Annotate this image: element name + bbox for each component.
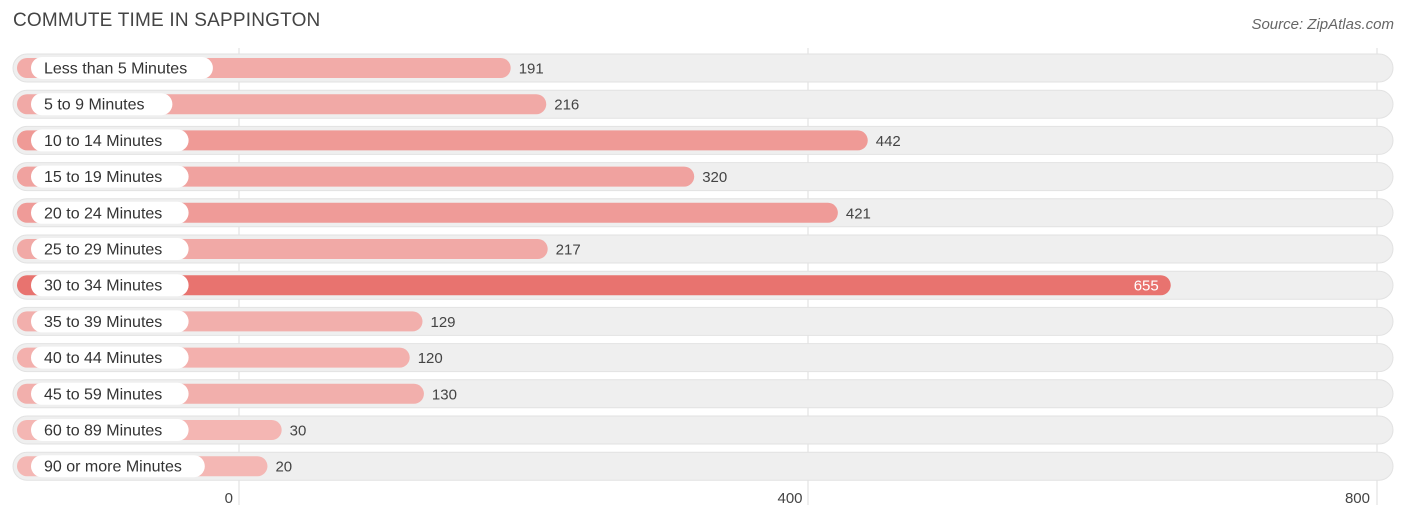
bar [17, 130, 868, 151]
category-label: 45 to 59 Minutes [44, 386, 162, 403]
category-label: 30 to 34 Minutes [44, 278, 162, 295]
value-label: 20 [275, 459, 292, 476]
value-label: 421 [846, 205, 871, 222]
category-label: 15 to 19 Minutes [44, 169, 162, 186]
chart-title: COMMUTE TIME IN SAPPINGTON [13, 10, 321, 31]
category-label: Less than 5 Minutes [44, 61, 187, 78]
category-pill [31, 129, 189, 152]
value-label: 120 [418, 350, 443, 367]
category-label: 5 to 9 Minutes [44, 97, 145, 114]
bar [17, 275, 1171, 296]
category-label: 25 to 29 Minutes [44, 242, 162, 259]
value-label: 320 [702, 169, 727, 186]
category-pill [31, 310, 189, 333]
category-pill [31, 274, 189, 297]
value-label: 216 [554, 97, 579, 114]
category-label: 40 to 44 Minutes [44, 350, 162, 367]
x-tick-label: 800 [1345, 490, 1370, 507]
category-label: 90 or more Minutes [44, 459, 182, 476]
value-label: 130 [432, 386, 457, 403]
bar-track [12, 415, 1394, 445]
category-label: 10 to 14 Minutes [44, 133, 162, 150]
category-pill [31, 165, 189, 188]
category-pill [31, 57, 213, 79]
category-pill [31, 93, 173, 116]
category-pill [31, 346, 189, 369]
category-pill [31, 419, 189, 441]
source-label: Source: ZipAtlas.com [1251, 16, 1394, 33]
bars: Less than 5 Minutes 191 5 to 9 Minutes 216 1… [12, 53, 1394, 481]
bar-track [12, 451, 1394, 481]
value-label: 30 [290, 423, 307, 440]
category-label: 20 to 24 Minutes [44, 205, 162, 222]
x-tick-label: 0 [225, 490, 233, 507]
x-axis-ticks: 0 400 800 [225, 490, 1370, 507]
value-label: 191 [519, 61, 544, 78]
x-tick-label: 400 [777, 490, 802, 507]
bar [17, 202, 838, 223]
value-label: 655 [1134, 278, 1159, 295]
category-pill [31, 238, 189, 260]
category-pill [31, 382, 189, 405]
category-pill [31, 201, 189, 224]
value-label: 129 [431, 314, 456, 331]
category-label: 60 to 89 Minutes [44, 423, 162, 440]
category-pill [31, 455, 205, 478]
value-label: 442 [876, 133, 901, 150]
value-label: 217 [556, 242, 581, 259]
category-label: 35 to 39 Minutes [44, 314, 162, 331]
